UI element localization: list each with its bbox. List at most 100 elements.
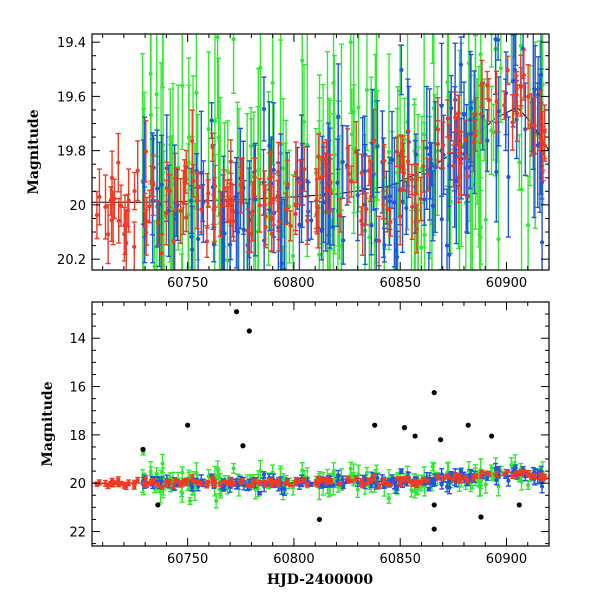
top-data-point xyxy=(337,198,343,233)
top-data-point xyxy=(376,215,382,267)
top-data-point xyxy=(233,156,239,269)
top-x-tick-label: 60750 xyxy=(167,276,208,291)
top-axes-frame xyxy=(91,33,550,271)
top-data-point xyxy=(250,181,256,242)
bottom-data-point xyxy=(425,478,431,483)
top-data-point xyxy=(478,84,484,144)
bottom-outlier-point xyxy=(516,502,522,508)
top-data-point xyxy=(319,201,325,261)
bottom-outlier-point xyxy=(246,328,252,334)
top-data-point xyxy=(239,157,245,205)
bottom-data-point xyxy=(94,481,100,487)
top-data-point xyxy=(374,100,380,194)
top-data-point xyxy=(368,160,374,203)
bottom-data-point xyxy=(205,480,211,485)
top-data-point xyxy=(425,157,431,192)
top-data-point xyxy=(429,142,435,187)
bottom-data-point xyxy=(435,472,441,480)
bottom-data-point xyxy=(132,479,138,485)
top-data-point xyxy=(463,119,469,160)
top-data-point xyxy=(94,190,100,240)
top-data-point xyxy=(283,192,289,226)
bottom-data-point xyxy=(209,475,215,481)
top-x-tick-label: 60800 xyxy=(273,276,314,291)
top-data-point xyxy=(155,199,161,247)
bottom-data-point xyxy=(262,482,268,488)
top-data-point xyxy=(422,121,428,270)
top-data-point xyxy=(446,186,452,270)
top-data-point xyxy=(470,112,476,173)
top-data-point xyxy=(355,34,361,213)
bottom-data-point xyxy=(359,477,365,483)
top-data-point xyxy=(351,84,357,214)
bottom-data-point xyxy=(489,464,495,472)
top-data-point xyxy=(484,70,490,100)
bottom-data-point xyxy=(215,460,221,477)
bottom-data-point xyxy=(374,473,380,483)
bottom-outlier-point xyxy=(185,422,191,428)
bottom-data-point xyxy=(494,470,500,478)
bottom-data-point xyxy=(405,475,411,483)
top-data-point xyxy=(179,34,185,151)
bottom-data-point xyxy=(155,482,161,488)
top-data-point xyxy=(262,208,268,246)
top-data-point xyxy=(143,120,149,183)
top-data-point xyxy=(183,165,189,194)
top-data-point xyxy=(217,190,223,237)
bottom-data-point xyxy=(426,486,432,492)
bottom-data-point xyxy=(163,480,169,488)
bottom-data-point xyxy=(276,481,282,488)
bottom-data-point xyxy=(386,493,392,504)
bottom-data-point xyxy=(301,477,307,483)
top-data-point xyxy=(188,367,193,443)
bottom-data-point xyxy=(447,475,453,480)
top-data-point xyxy=(514,84,520,143)
top-data-point xyxy=(387,207,393,237)
bottom-outlier-point xyxy=(233,309,240,315)
top-data-point xyxy=(293,196,299,232)
bottom-data-point xyxy=(160,453,166,474)
bottom-data-point xyxy=(398,468,404,475)
top-data-point xyxy=(373,208,379,270)
bottom-data-point xyxy=(353,475,359,482)
top-data-point xyxy=(458,36,464,94)
top-data-point xyxy=(360,193,366,256)
top-data-point xyxy=(455,94,461,132)
bottom-data-point xyxy=(102,479,108,487)
top-data-point xyxy=(542,104,548,160)
top-data-point xyxy=(178,177,184,245)
top-data-point xyxy=(314,200,320,230)
top-data-point xyxy=(159,233,165,270)
top-data-point xyxy=(400,142,406,192)
top-data-point xyxy=(186,57,192,269)
top-data-point xyxy=(525,175,531,270)
bottom-data-point xyxy=(514,471,520,479)
bottom-ticks-layer: 60750 60800 60850 60900 14 16 18 20 22 xyxy=(69,301,550,567)
top-data-point xyxy=(458,131,464,196)
top-data-point xyxy=(261,76,267,142)
bottom-data-point xyxy=(413,488,419,496)
top-data-point xyxy=(340,124,346,199)
bottom-data-point xyxy=(478,471,484,479)
top-data-point xyxy=(167,174,173,209)
bottom-data-point xyxy=(159,485,165,490)
bottom-data-point xyxy=(204,484,210,489)
bottom-data-point xyxy=(324,479,330,485)
top-data-point xyxy=(146,189,152,224)
top-data-point xyxy=(204,224,210,259)
top-data-point xyxy=(468,101,474,167)
bottom-data-point xyxy=(179,486,185,498)
top-data-point xyxy=(231,34,237,94)
top-data-point xyxy=(539,171,545,270)
top-data-point xyxy=(321,141,327,178)
top-data-point xyxy=(211,194,217,226)
bottom-axes-frame xyxy=(91,301,550,547)
top-data-point xyxy=(381,143,387,179)
bottom-data-point xyxy=(231,462,237,474)
bottom-outlier-point xyxy=(437,437,444,443)
top-data-point xyxy=(315,133,321,180)
top-data-point xyxy=(494,70,500,133)
top-data-point xyxy=(447,123,453,154)
bottom-outlier-point xyxy=(431,526,437,532)
